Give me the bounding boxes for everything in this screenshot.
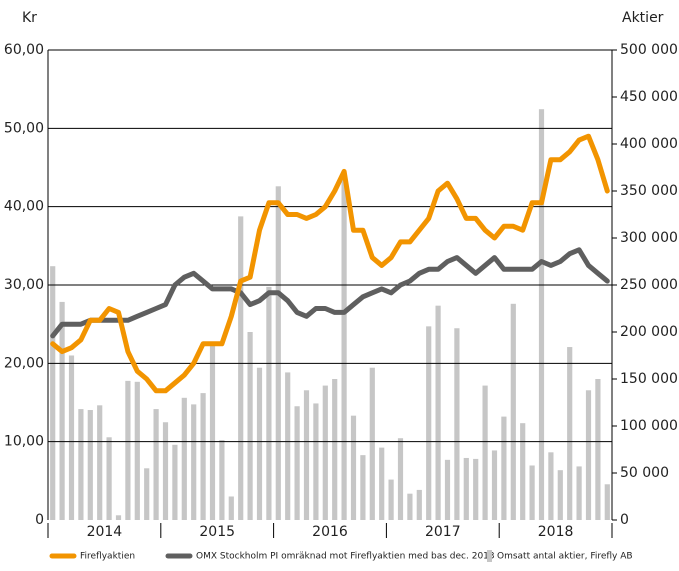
y2-tick-label: 450 000 [620, 89, 678, 105]
bar [369, 367, 375, 520]
y2-tick-label: 250 000 [620, 277, 678, 293]
bar [407, 493, 413, 520]
bar [332, 379, 338, 520]
bar [341, 174, 347, 520]
y-tick-label: 50,00 [4, 120, 44, 136]
bar [595, 379, 601, 520]
bar [604, 484, 610, 520]
y2-tick-label: 350 000 [620, 183, 678, 199]
bar [463, 457, 469, 520]
bar [538, 109, 545, 520]
bar [191, 404, 197, 520]
x-tick-label: 2017 [425, 524, 461, 540]
bar [350, 415, 357, 520]
bar [510, 303, 516, 520]
y-tick-label: 30,00 [4, 277, 44, 293]
bar [78, 409, 84, 520]
bar [585, 390, 592, 520]
bar [247, 332, 253, 520]
y2-tick-label: 0 [620, 512, 629, 528]
x-tick-label: 2015 [199, 524, 235, 540]
bar [50, 266, 56, 520]
y-tick-label: 20,00 [4, 355, 44, 371]
bar [313, 403, 319, 520]
y-axis-label: Kr [22, 10, 37, 26]
bar [567, 347, 573, 520]
bar [294, 406, 300, 520]
bar [209, 344, 216, 520]
bar [134, 381, 140, 520]
bar [416, 489, 422, 520]
bar [548, 452, 554, 520]
x-tick-label: 2018 [538, 524, 574, 540]
bar [397, 438, 404, 520]
bar [59, 301, 65, 520]
bar [153, 409, 159, 520]
bar [228, 496, 234, 520]
y2-tick-label: 50 000 [620, 465, 669, 481]
bar [454, 328, 460, 520]
bar [473, 458, 479, 520]
x-tick-label: 2014 [87, 524, 123, 540]
bar [238, 216, 244, 520]
bar [181, 397, 187, 520]
y2-tick-label: 150 000 [620, 371, 678, 387]
y2-axis-label: Aktier [622, 10, 664, 26]
bar [529, 465, 535, 520]
y-tick-label: 60,00 [4, 42, 44, 58]
bar [388, 479, 394, 520]
bar [200, 393, 206, 520]
legend-label: OMX Stockholm PI omräknad mot Fireflyakt… [196, 552, 495, 562]
bar [106, 437, 112, 520]
y2-tick-label: 500 000 [620, 42, 678, 58]
bar [482, 385, 488, 520]
bar [256, 367, 263, 520]
bar [144, 468, 150, 520]
bar [68, 355, 75, 520]
bar [303, 390, 310, 520]
y2-tick-label: 300 000 [620, 230, 678, 246]
bar [97, 405, 103, 520]
bar [162, 422, 169, 520]
y2-tick-label: 400 000 [620, 136, 678, 152]
bar [435, 305, 441, 520]
y-tick-label: 40,00 [4, 199, 44, 215]
bar [266, 286, 272, 520]
bar [87, 410, 93, 520]
bar [322, 385, 328, 520]
bar [285, 372, 291, 520]
bar [501, 416, 507, 520]
bar [426, 326, 432, 520]
legend-swatch [487, 550, 492, 562]
line [50, 133, 610, 394]
bar [491, 450, 498, 520]
bar [576, 466, 582, 520]
y2-tick-label: 100 000 [620, 418, 678, 434]
bar [275, 186, 281, 521]
y-tick-label: 0 [35, 512, 44, 528]
bar [557, 470, 563, 520]
bar [125, 380, 131, 520]
bar [172, 444, 178, 520]
bar [520, 423, 526, 520]
legend-label: Omsatt antal aktier, Firefly AB [497, 552, 633, 562]
bar [360, 455, 366, 520]
bar [219, 440, 225, 520]
x-tick-label: 2016 [312, 524, 348, 540]
bar [379, 447, 385, 520]
bar [115, 515, 122, 520]
bar [444, 459, 451, 520]
line [50, 247, 610, 339]
y2-tick-label: 200 000 [620, 324, 678, 340]
legend-label: Fireflyaktien [80, 552, 135, 562]
y-tick-label: 10,00 [4, 434, 44, 450]
